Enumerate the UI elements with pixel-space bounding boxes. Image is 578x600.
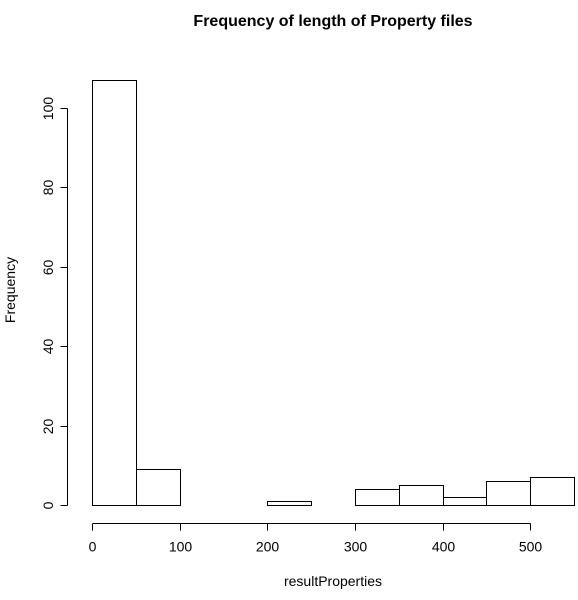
y-tick-label: 80 [40,180,56,196]
x-axis-label: resultProperties [284,573,382,589]
y-tick-label: 100 [40,97,56,121]
histogram-bars [92,80,575,506]
x-tick-label: 300 [344,539,368,555]
histogram-bar [355,489,400,506]
y-tick-label: 20 [40,419,56,435]
y-tick-label: 0 [40,501,56,509]
histogram-bar [136,469,181,506]
histogram-bar [399,485,444,506]
y-axis: 0 20 40 60 80 100 [40,97,68,509]
histogram-bar [267,501,312,506]
y-tick-label: 60 [40,260,56,276]
x-tick-label: 500 [519,539,543,555]
x-tick-label: 400 [432,539,456,555]
histogram-bar [443,497,487,506]
chart-title: Frequency of length of Property files [193,13,472,30]
histogram-bar [486,481,531,506]
x-tick-label: 200 [256,539,280,555]
histogram-bar [530,477,575,506]
y-tick-label: 40 [40,339,56,355]
y-axis-label: Frequency [2,257,18,323]
x-tick-label: 0 [89,539,97,555]
x-tick-label: 100 [169,539,193,555]
x-axis: 0 100 200 300 400 500 [89,523,543,555]
histogram-bar [92,80,137,506]
